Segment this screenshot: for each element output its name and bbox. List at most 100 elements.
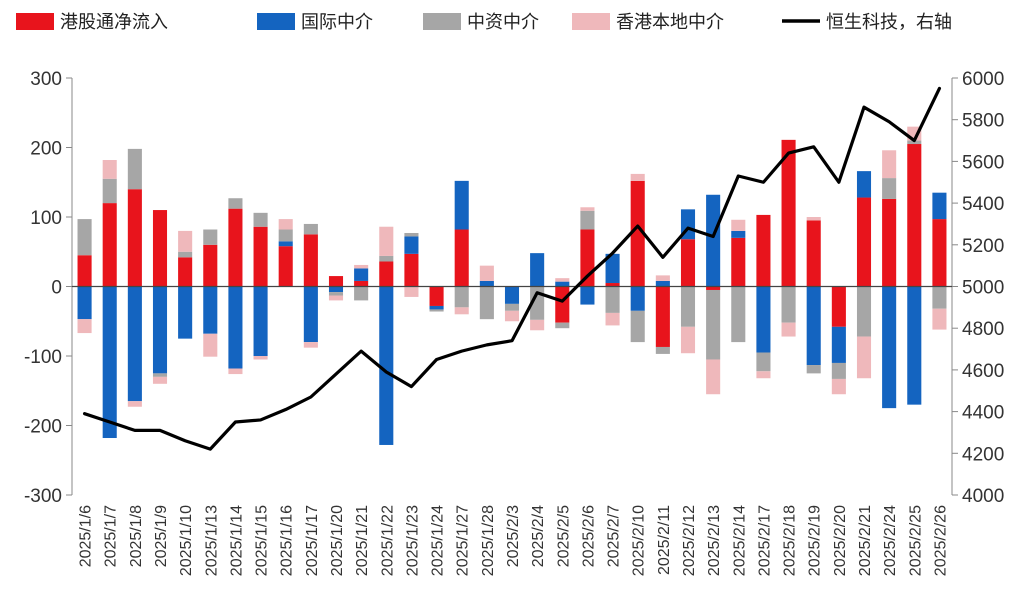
category-label-2025-2-13: 2025/2/13 xyxy=(706,505,723,576)
legend-swatch-0 xyxy=(16,13,54,30)
legend-swatch-2 xyxy=(423,13,461,30)
bar-s0-2025-2-11 xyxy=(655,286,670,347)
bar-s3-2025-1-15 xyxy=(253,356,268,360)
bar-s0-2025-2-5 xyxy=(555,286,570,323)
bar-s2-2025-2-11 xyxy=(655,346,670,354)
legend-label-1: 国际中介 xyxy=(301,12,373,33)
bar-s1-2025-2-26 xyxy=(932,192,947,220)
bar-s0-2025-1-13 xyxy=(203,244,218,287)
bar-s3-2025-1-6 xyxy=(77,319,92,334)
bar-s3-2025-1-8 xyxy=(127,401,142,407)
category-label-2025-2-5: 2025/2/5 xyxy=(555,505,572,567)
bar-s0-2025-2-25 xyxy=(907,144,922,287)
category-label-2025-2-14: 2025/2/14 xyxy=(731,505,748,576)
bar-s0-2025-2-20 xyxy=(831,286,846,327)
category-label-2025-1-17: 2025/1/17 xyxy=(304,505,321,576)
bar-s2-2025-1-13 xyxy=(203,229,218,245)
bar-s1-2025-1-6 xyxy=(77,286,92,320)
bar-s2-2025-1-27 xyxy=(454,286,469,308)
bar-s3-2025-1-7 xyxy=(102,160,117,179)
bar-s1-2025-2-5 xyxy=(555,281,570,287)
category-label-2025-2-18: 2025/2/18 xyxy=(782,505,799,576)
bar-s0-2025-2-7 xyxy=(605,283,620,287)
bar-s2-2025-2-26 xyxy=(932,286,947,309)
bar-s3-2025-2-13 xyxy=(706,359,721,395)
category-label-2025-1-24: 2025/1/24 xyxy=(430,505,447,576)
category-label-2025-2-17: 2025/2/17 xyxy=(756,505,773,576)
bar-s3-2025-1-21 xyxy=(354,264,369,269)
category-label-2025-2-20: 2025/2/20 xyxy=(832,505,849,576)
bar-s0-2025-1-23 xyxy=(404,253,419,287)
bar-s2-2025-2-25 xyxy=(907,140,922,145)
bar-s1-2025-2-24 xyxy=(882,286,897,409)
left-tick-label-2: -100 xyxy=(24,347,62,368)
bar-s2-2025-2-17 xyxy=(756,352,771,372)
bar-s1-2025-2-25 xyxy=(907,286,922,405)
category-label-2025-2-19: 2025/2/19 xyxy=(807,505,824,576)
category-label-2025-2-6: 2025/2/6 xyxy=(580,505,597,567)
bar-s0-2025-1-6 xyxy=(77,255,92,287)
category-label-2025-2-4: 2025/2/4 xyxy=(530,505,547,567)
left-tick-label-3: 0 xyxy=(51,278,62,299)
bar-s0-2025-2-19 xyxy=(806,220,821,287)
bar-s2-2025-2-13 xyxy=(706,289,721,360)
category-label-2025-1-9: 2025/1/9 xyxy=(153,505,170,567)
bar-s3-2025-1-28 xyxy=(479,265,494,281)
bar-s0-2025-2-21 xyxy=(856,197,872,287)
bar-s1-2025-2-4 xyxy=(530,253,545,287)
bar-s2-2025-1-15 xyxy=(253,212,268,227)
bar-s0-2025-2-14 xyxy=(731,237,746,287)
right-tick-label-4: 4800 xyxy=(962,319,1004,340)
bar-s3-2025-2-26 xyxy=(932,308,947,330)
left-tick-label-5: 200 xyxy=(30,139,62,160)
category-label-2025-1-23: 2025/1/23 xyxy=(404,505,421,576)
bar-s1-2025-2-17 xyxy=(756,286,771,353)
bar-s3-2025-2-18 xyxy=(781,322,796,337)
bar-s0-2025-2-26 xyxy=(932,219,947,287)
bar-s3-2025-2-10 xyxy=(630,173,645,181)
bar-s2-2025-1-16 xyxy=(278,229,293,242)
bar-s1-2025-1-9 xyxy=(152,286,168,374)
right-tick-label-7: 5400 xyxy=(962,194,1004,215)
bar-s2-2025-2-20 xyxy=(831,362,846,379)
category-label-2025-1-7: 2025/1/7 xyxy=(103,505,120,567)
bar-s2-2025-1-23 xyxy=(404,232,419,237)
bar-s2-2025-2-14 xyxy=(731,286,746,343)
bar-s2-2025-1-24 xyxy=(429,309,444,312)
bar-s0-2025-1-24 xyxy=(429,286,444,306)
legend-swatch-1 xyxy=(257,13,295,30)
bar-s0-2025-2-12 xyxy=(680,239,696,287)
category-label-2025-2-11: 2025/2/11 xyxy=(656,505,673,575)
category-label-2025-1-15: 2025/1/15 xyxy=(254,505,271,576)
bar-s1-2025-1-8 xyxy=(127,286,142,402)
bar-s0-2025-2-10 xyxy=(630,180,645,287)
bar-s0-2025-1-7 xyxy=(102,203,117,287)
legend-label-2: 中资中介 xyxy=(467,12,539,33)
bar-s0-2025-2-17 xyxy=(756,214,771,287)
right-axis: 4000 4200 4400 4600 4800 5000 5200 5400 5600 5800… xyxy=(951,69,1004,507)
right-tick-label-1: 4200 xyxy=(962,444,1004,465)
bar-s1-2025-1-23 xyxy=(404,236,419,254)
legend: 港股通净流入 国际中介 中资中介 香港本地中介 恒生科技，右轴 xyxy=(16,12,952,33)
bar-s3-2025-2-14 xyxy=(731,219,746,231)
category-label-2025-2-25: 2025/2/25 xyxy=(907,505,924,576)
bar-s1-2025-2-11 xyxy=(655,280,670,287)
bar-s0-2025-1-14 xyxy=(228,208,243,287)
category-label-2025-1-13: 2025/1/13 xyxy=(203,505,220,576)
category-label-2025-1-6: 2025/1/6 xyxy=(78,505,95,567)
right-tick-label-3: 4600 xyxy=(962,361,1004,382)
bar-s2-2025-2-10 xyxy=(630,310,645,343)
right-tick-label-10: 6000 xyxy=(962,69,1004,90)
bar-s3-2025-1-27 xyxy=(454,307,469,315)
right-tick-label-8: 5600 xyxy=(962,152,1004,173)
category-label-2025-2-26: 2025/2/26 xyxy=(932,505,949,576)
category-label-2025-1-22: 2025/1/22 xyxy=(379,505,396,576)
bar-s3-2025-2-24 xyxy=(882,150,897,179)
bar-s2-2025-2-5 xyxy=(555,322,570,329)
bar-s1-2025-2-19 xyxy=(806,286,821,366)
bar-s1-2025-2-21 xyxy=(856,171,872,198)
left-tick-label-4: 100 xyxy=(30,208,62,229)
category-label-2025-1-10: 2025/1/10 xyxy=(178,505,195,576)
